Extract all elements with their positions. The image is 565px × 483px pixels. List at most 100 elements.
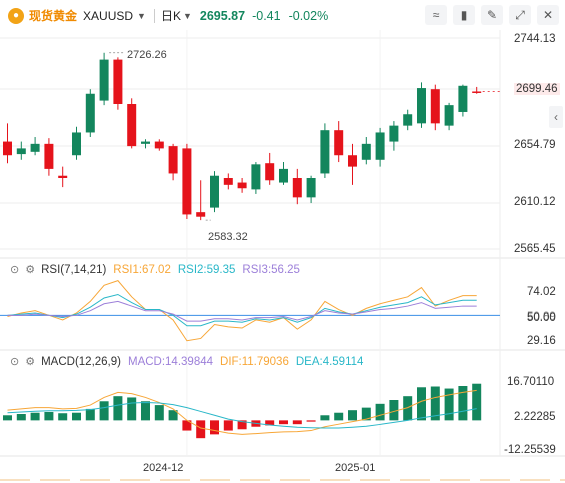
macd-bar (306, 420, 316, 422)
candle-body (44, 143, 54, 169)
macd-bar (430, 386, 440, 421)
timeframe-selector[interactable]: 日K (160, 9, 181, 23)
candle-body (444, 105, 454, 126)
macd-bar (417, 387, 426, 421)
price-axis-label: 2744.13 (514, 33, 556, 45)
candle-body (154, 141, 164, 149)
low-annotation: 2583.32 (208, 231, 248, 243)
x-axis-label: 2024-12 (143, 462, 184, 474)
price-axis-label: 2654.79 (514, 139, 556, 151)
settings-icon[interactable]: ⚙ (25, 264, 36, 276)
toolbar: ≈ ▮ ✎ ⤢ ✕ (419, 5, 559, 25)
chevron-down-icon[interactable]: ▼ (137, 10, 146, 21)
macd-bar (3, 415, 12, 421)
macd-axis-label: -12.25539 (504, 444, 556, 456)
macd-bar (403, 396, 413, 421)
macd-line-dif (7, 389, 477, 435)
macd-bar (292, 420, 302, 425)
macd-line-dea (7, 402, 477, 429)
macd-bar (16, 414, 26, 421)
candle-body (99, 59, 109, 101)
candle-body (237, 182, 247, 189)
candle-body (458, 85, 468, 112)
macd-bar (182, 420, 192, 431)
symbol-selector[interactable]: XAUUSD (83, 8, 134, 23)
macd-bar (168, 410, 178, 421)
candle-body (223, 178, 233, 185)
macd-bar (196, 420, 206, 439)
eye-icon[interactable]: ⊙ (10, 356, 20, 368)
candle-body (168, 146, 178, 174)
candle-body (251, 164, 261, 190)
candle-body (375, 132, 385, 160)
timeframe-chevron-down-icon[interactable]: ▼ (182, 10, 192, 21)
candle-body (3, 141, 12, 156)
rsi-axis-label: 74.02 (527, 286, 556, 298)
price-axis-label: 2610.12 (514, 196, 556, 208)
indicator-icon[interactable]: ▮ (453, 5, 475, 25)
macd-bar (279, 420, 288, 425)
candle-body (210, 175, 219, 208)
current-price-label: 2699.46 (514, 83, 560, 95)
candle-body (348, 155, 357, 167)
price-change: -0.41 (252, 8, 281, 23)
eye-icon[interactable]: ⊙ (10, 264, 20, 276)
macd-bar (30, 412, 40, 421)
candle-body (265, 163, 275, 181)
compare-icon[interactable]: ≈ (425, 5, 447, 25)
macd-bar (265, 420, 275, 426)
macd-bar (472, 383, 482, 421)
macd-bar (210, 420, 219, 435)
price-change-pct: -0.02% (288, 8, 329, 23)
chevron-left-icon[interactable]: ‹ (549, 106, 563, 128)
candle-body (403, 114, 413, 126)
candle-body (361, 143, 371, 160)
x-axis-label: 2025-01 (335, 462, 376, 474)
macd-bar (348, 410, 357, 421)
candle-body (430, 89, 440, 124)
macd-bar (237, 420, 247, 430)
rsi-axis-overlay-label: 50.89 (527, 311, 556, 323)
settings-icon[interactable]: ⚙ (25, 356, 36, 368)
drawing-icon[interactable]: ✎ (481, 5, 503, 25)
macd-bar (458, 386, 468, 421)
candle-body (141, 141, 150, 144)
macd-bar (361, 407, 371, 421)
candle-body (417, 88, 426, 124)
candle-body (58, 175, 68, 178)
gold-logo-icon: ● (8, 7, 24, 24)
macd-bar (223, 420, 233, 431)
macd-bar (154, 405, 164, 421)
candle-body (30, 143, 40, 152)
price-axis-label: 2565.45 (514, 243, 556, 255)
rsi1-value: RSI1:67.02 (113, 263, 171, 276)
candle-body (72, 132, 81, 156)
macd-bar (141, 401, 150, 421)
macd-bar (334, 412, 344, 421)
rsi-line-rsi1 (7, 280, 477, 342)
rsi2-value: RSI2:59.35 (177, 263, 236, 276)
macd-axis-label: 16.70110 (507, 376, 555, 388)
macd-bar (72, 412, 81, 421)
rsi3-value: RSI3:56.25 (242, 263, 300, 276)
macd-bar (444, 388, 454, 421)
fullscreen-icon[interactable]: ⤢ (509, 5, 531, 25)
macd-bar (127, 397, 137, 421)
macd-bar (58, 413, 68, 421)
candle-body (279, 168, 288, 183)
chart-header: ● 现货黄金 XAUUSD ▼ 日K ▼ 2695.87 -0.41 -0.02… (0, 0, 565, 30)
divider (153, 8, 155, 23)
rsi-line-rsi2 (7, 293, 477, 327)
macd-title: MACD(12,26,9) (41, 355, 121, 368)
close-icon[interactable]: ✕ (537, 5, 559, 25)
macd-bar (44, 411, 54, 421)
macd-bar (113, 396, 123, 421)
candle-body (320, 130, 330, 174)
candle-body (127, 104, 137, 147)
macd-bar (85, 408, 95, 421)
candle-body (182, 148, 192, 215)
candle-body (292, 178, 302, 198)
macd-bar (375, 403, 385, 421)
symbol-bar: ● 现货黄金 XAUUSD ▼ 日K ▼ 2695.87 -0.41 -0.02… (8, 7, 328, 24)
